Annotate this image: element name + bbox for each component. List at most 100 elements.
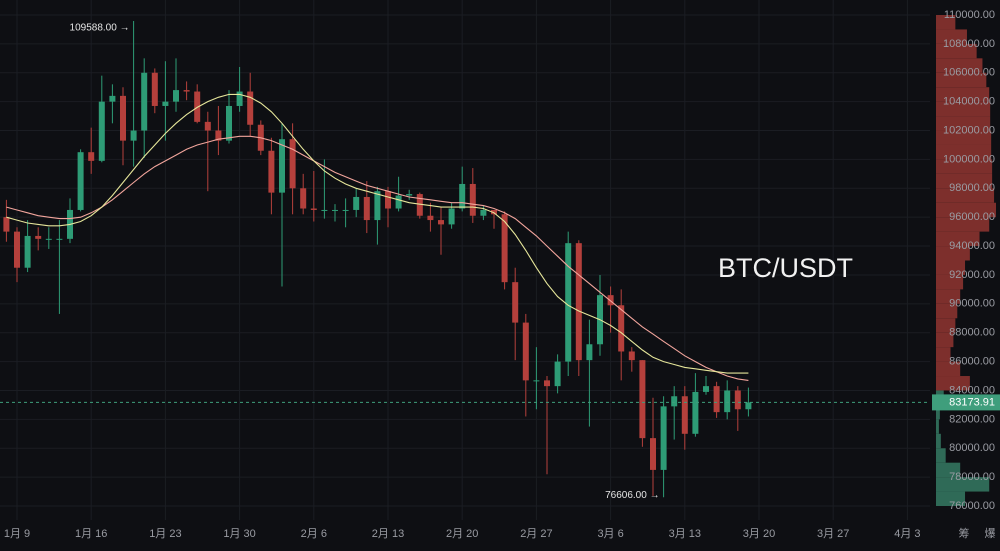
candle-body [438, 220, 444, 225]
candle-body [151, 72, 158, 106]
corner-label: 爆 [985, 526, 996, 540]
candle-body [416, 194, 423, 216]
candle-body [628, 351, 635, 361]
profile-bar [936, 260, 966, 275]
candle-body [130, 130, 137, 141]
candle-body [236, 91, 243, 106]
candle-body [45, 238, 52, 240]
profile-bar [936, 433, 941, 449]
x-tick-label: 1月 30 [223, 528, 255, 540]
profile-bar [936, 15, 956, 30]
candle-body [586, 344, 593, 361]
candle-body [353, 196, 360, 210]
profile-bar [936, 101, 991, 117]
y-tick-label: 88000.00 [949, 327, 995, 339]
candle-body [204, 121, 211, 131]
candle-body [194, 91, 201, 122]
x-tick-label: 4月 3 [894, 528, 920, 540]
candle-body [88, 152, 95, 161]
x-tick-label: 1月 16 [75, 528, 107, 540]
candle-body [35, 235, 42, 239]
y-tick-label: 96000.00 [949, 211, 995, 223]
profile-bar [936, 72, 987, 88]
x-tick-label: 1月 9 [4, 528, 30, 540]
candle-body [650, 438, 656, 470]
profile-bar [936, 303, 958, 319]
profile-bar [936, 332, 954, 348]
y-tick-label: 102000.00 [943, 124, 995, 136]
profile-bar [936, 361, 961, 377]
candle-body [173, 90, 179, 102]
candle-body [406, 194, 413, 196]
candle-body [363, 196, 370, 221]
symbol-label: BTC/USDT [718, 253, 853, 283]
x-tick-label: 1月 23 [149, 528, 181, 540]
last-price-label: 83173.91 [949, 396, 995, 408]
candle-body [56, 238, 63, 240]
volume-profile [936, 15, 996, 506]
candle-body [120, 95, 126, 141]
y-tick-label: 86000.00 [949, 355, 995, 367]
candle-body [544, 380, 550, 387]
candle-body [554, 361, 561, 387]
y-tick-label: 110000.00 [944, 9, 995, 21]
candle-body [14, 231, 20, 268]
candle-body [618, 305, 625, 352]
candle-body [522, 322, 529, 381]
profile-bar [936, 231, 980, 247]
candle-body [745, 402, 752, 410]
candle-body [565, 243, 572, 362]
candle-body [512, 282, 519, 323]
candle-body [671, 396, 678, 407]
profile-bar [936, 173, 993, 189]
annotation: 109588.00 → [70, 23, 130, 34]
profile-bar [936, 116, 991, 131]
annotation: 76606.00 → [605, 490, 660, 501]
x-tick-label: 2月 27 [520, 528, 552, 540]
candle-body [427, 215, 434, 221]
profile-bar [936, 376, 970, 391]
grid [0, 0, 930, 520]
candle-body [300, 188, 307, 209]
corner-label: 筹 [959, 526, 970, 540]
candle-body [321, 209, 328, 211]
profile-bar [936, 347, 951, 362]
y-tick-label: 100000.00 [943, 153, 995, 165]
candle-body [469, 183, 476, 216]
profile-bar [936, 462, 961, 478]
candle-body [141, 72, 148, 131]
candle-body [639, 360, 646, 439]
candle-body [703, 386, 709, 392]
candle-body [332, 209, 338, 211]
candle-body [448, 208, 455, 225]
profile-bar [936, 289, 961, 304]
candle-body [289, 139, 296, 189]
candle-body [533, 380, 540, 382]
x-tick-label: 3月 20 [743, 528, 775, 540]
candle-body [459, 183, 466, 209]
profile-bar [936, 29, 967, 44]
candle-body [385, 191, 391, 209]
profile-bar [936, 491, 966, 506]
profile-bar [936, 404, 940, 420]
y-tick-label: 80000.00 [949, 442, 995, 454]
candle-body [247, 91, 254, 125]
candle-body [374, 191, 381, 221]
x-tick-label: 2月 20 [446, 528, 478, 540]
candle-body [226, 105, 232, 141]
profile-bar [936, 58, 983, 73]
y-tick-label: 106000.00 [943, 67, 995, 79]
x-tick-label: 2月 6 [301, 528, 327, 540]
y-tick-label: 82000.00 [949, 413, 995, 425]
axes: 76000.00 78000.00 80000.00 82000.00 84000.00… [4, 9, 1000, 540]
moving-average [6, 93, 749, 374]
profile-bar [936, 130, 992, 145]
candle-body [734, 390, 741, 410]
y-tick-label: 78000.00 [949, 471, 995, 483]
x-tick-label: 3月 27 [817, 528, 849, 540]
candle-body [501, 214, 508, 283]
candle-body [660, 406, 667, 470]
candle-body [480, 209, 487, 216]
candle-body [268, 150, 275, 193]
